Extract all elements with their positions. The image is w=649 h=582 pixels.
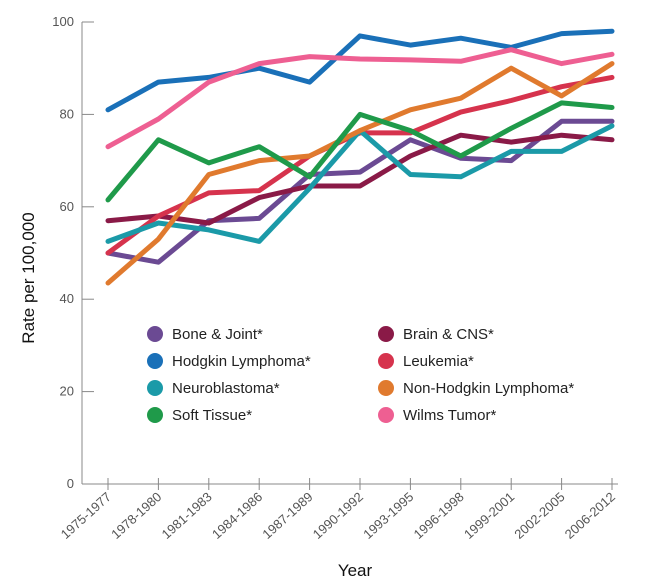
legend-item-non-hodgkin-lymphoma: Non-Hodgkin Lymphoma* [378,380,574,397]
legend-item-leukemia: Leukemia* [378,353,474,370]
legend-label: Hodgkin Lymphoma* [172,353,311,370]
x-tick-label: 1996-1998 [411,489,467,542]
legend-label: Bone & Joint* [172,326,263,343]
legend-label: Brain & CNS* [403,326,494,343]
legend-marker [147,407,163,423]
legend: Bone & Joint* Brain & CNS* Hodgkin Lymphom… [147,326,574,424]
y-tick-label: 100 [52,14,74,29]
x-tick-label: 1999-2001 [461,489,517,542]
series-line-brain-cns [105,132,615,226]
x-tick-label: 2002-2005 [511,489,567,542]
legend-marker [378,407,394,423]
series-line-bone-joint [105,118,615,265]
legend-item-soft-tissue: Soft Tissue* [147,407,252,424]
legend-label: Soft Tissue* [172,407,252,424]
y-axis-title: Rate per 100,000 [19,212,38,343]
legend-marker [147,326,163,342]
x-tick-label: 1978-1980 [108,489,164,542]
legend-marker [378,353,394,369]
legend-label: Leukemia* [403,353,474,370]
x-tick-label: 1990-1992 [310,489,366,542]
legend-label: Neuroblastoma* [172,380,280,397]
y-tick-label: 0 [67,476,74,491]
legend-marker [147,380,163,396]
x-tick-label: 1975-1977 [58,489,114,542]
y-tick-label: 20 [60,384,74,399]
series-line-hodgkin-lymphoma [105,28,615,113]
legend-label: Wilms Tumor* [403,407,496,424]
legend-marker [378,326,394,342]
x-tick-label: 1987-1989 [259,489,315,542]
y-tick-label: 40 [60,291,74,306]
x-axis-title: Year [338,561,373,580]
legend-marker [378,380,394,396]
y-tick-label: 80 [60,106,74,121]
legend-item-brain-cns: Brain & CNS* [378,326,494,343]
legend-label: Non-Hodgkin Lymphoma* [403,380,574,397]
y-tick-label: 60 [60,199,74,214]
x-tick-label: 1984-1986 [209,489,265,542]
legend-item-wilms-tumor: Wilms Tumor* [378,407,496,424]
legend-item-hodgkin-lymphoma: Hodgkin Lymphoma* [147,353,311,370]
legend-item-neuroblastoma: Neuroblastoma* [147,380,280,397]
legend-item-bone-joint: Bone & Joint* [147,326,263,343]
series-line-soft-tissue [105,100,615,203]
x-tick-label: 1981-1983 [159,489,215,542]
series-lines [105,28,615,286]
series-line-non-hodgkin-lymphoma [105,61,615,286]
legend-marker [147,353,163,369]
x-tick-label: 1993-1995 [360,489,416,542]
series-line-wilms-tumor [105,47,615,150]
x-tick-label: 2006-2012 [562,489,618,542]
